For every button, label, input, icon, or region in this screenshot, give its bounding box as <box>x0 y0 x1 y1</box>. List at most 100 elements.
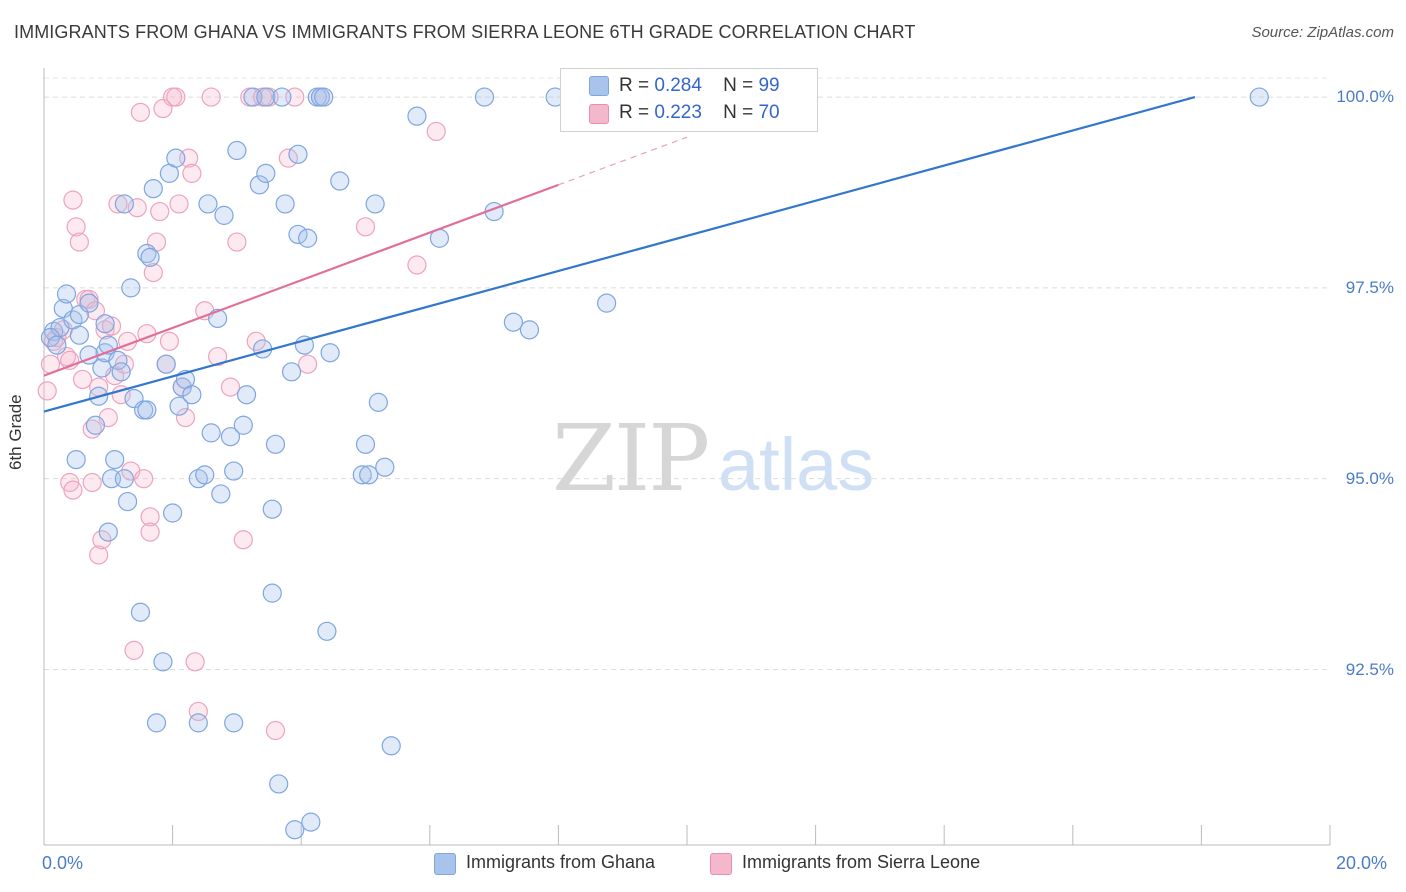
watermark-zip: ZIP <box>552 405 708 512</box>
ghana-point-32 <box>146 713 167 733</box>
legend-n-label: N = <box>723 102 754 123</box>
legend-r-value: 0.284 <box>654 75 702 96</box>
ghana-point-22 <box>114 194 134 214</box>
legend-n-label: N = <box>723 75 754 96</box>
sierra-leone-point-68 <box>407 255 427 275</box>
sierra-leone-point-57 <box>233 530 253 550</box>
ghana-point-61 <box>265 434 286 454</box>
ghana-point-44 <box>198 194 218 214</box>
ghana-point-92 <box>597 293 617 313</box>
chart-title: IMMIGRANTS FROM GHANA VS IMMIGRANTS FROM… <box>14 22 916 42</box>
ghana-point-37 <box>169 396 189 416</box>
sierra-leone-point-65 <box>298 354 318 374</box>
ghana-point-57 <box>256 163 276 183</box>
ghana-point-96 <box>153 652 173 672</box>
y-tick-label-97-5: 97.5% <box>1345 278 1394 297</box>
ghana-point-26 <box>130 602 151 622</box>
sierra-leone-point-19 <box>89 545 109 565</box>
ghana-point-71 <box>301 812 321 832</box>
ghana-point-36 <box>166 148 186 168</box>
ghana-point-88 <box>503 312 523 332</box>
ghana-point-98 <box>381 736 401 756</box>
sierra-leone-point-8 <box>63 480 83 500</box>
source-label: Source: ZipAtlas.com <box>1251 24 1394 41</box>
ghana-point-41 <box>188 713 208 733</box>
sierra-leone-point-55 <box>220 377 241 397</box>
sierra-leone-trend-extension <box>558 136 688 186</box>
sierra-leone-point-67 <box>355 217 376 237</box>
ghana-point-43 <box>195 465 215 485</box>
ghana-point-63 <box>272 87 292 107</box>
ghana-point-50 <box>224 461 244 481</box>
legend-row-ghana: R = 0.284 N = 99 <box>619 75 780 97</box>
sierra-leone-point-35 <box>140 507 160 527</box>
ghana-point-84 <box>407 106 427 126</box>
sierra-leone-point-45 <box>169 194 189 214</box>
ghana-point-19 <box>108 350 128 370</box>
ghana-point-48 <box>214 205 234 225</box>
sierra-leone-point-31 <box>127 198 147 218</box>
sierra-leone-trend-line <box>43 183 559 377</box>
sierra-leone-point-47 <box>175 408 196 428</box>
ghana-point-9 <box>79 293 99 313</box>
sierra-leone-point-39 <box>150 201 170 222</box>
sierra-leone-point-56 <box>227 232 247 252</box>
ghana-point-40 <box>182 385 202 405</box>
bottom-legend-label-sierra-leone: Immigrants from Sierra Leone <box>742 852 981 872</box>
sierra-leone-point-49 <box>182 163 202 183</box>
ghana-point-80 <box>359 465 379 485</box>
ghana-point-75 <box>317 621 337 641</box>
sierra-leone-point-50 <box>185 652 205 672</box>
sierra-leone-point-59 <box>246 331 266 351</box>
ghana-point-49 <box>220 427 241 447</box>
legend-n-value: 70 <box>758 102 780 123</box>
ghana-point-83 <box>375 457 395 477</box>
x-tick-label-min: 0.0% <box>42 853 84 873</box>
sierra-leone-point-0 <box>37 381 57 401</box>
sierra-leone-point-69 <box>426 121 446 142</box>
ghana-point-59 <box>262 499 282 519</box>
legend-swatch-ghana <box>589 76 609 96</box>
ghana-point-79 <box>355 434 376 454</box>
correlation-legend: R = 0.284 N = 99 R = 0.223 N = 70 <box>560 68 818 132</box>
y-tick-label-92-5: 92.5% <box>1345 660 1394 679</box>
ghana-point-10 <box>95 314 115 334</box>
ghana-point-65 <box>281 362 302 382</box>
sierra-leone-point-44 <box>166 87 186 107</box>
sierra-leone-point-30 <box>124 640 144 660</box>
ghana-trend-line <box>43 96 1196 413</box>
sierra-leone-point-51 <box>188 701 208 722</box>
sierra-leone-point-37 <box>143 263 163 283</box>
legend-row-sierra-leone: R = 0.223 N = 70 <box>619 102 780 124</box>
ghana-point-77 <box>330 171 350 191</box>
ghana-point-86 <box>474 87 495 107</box>
ghana-point-23 <box>117 491 138 512</box>
y-tick-label-100: 100.0% <box>1336 87 1394 106</box>
ghana-point-31 <box>143 179 163 199</box>
ghana-point-67 <box>288 144 308 164</box>
ghana-point-3 <box>56 284 77 304</box>
ghana-point-16 <box>98 522 118 542</box>
ghana-point-13 <box>92 358 112 378</box>
y-tick-label-95: 95.0% <box>1345 469 1394 488</box>
ghana-point-33 <box>156 354 176 374</box>
sierra-leone-point-36 <box>140 522 160 542</box>
ghana-point-47 <box>211 484 231 504</box>
sierra-leone-point-62 <box>265 720 286 741</box>
sierra-leone-point-10 <box>66 217 86 237</box>
sierra-leone-point-11 <box>69 232 89 252</box>
ghana-point-30 <box>140 247 160 267</box>
ghana-point-93 <box>1249 87 1269 107</box>
sierra-leone-point-53 <box>201 87 221 107</box>
ghana-point-78 <box>352 465 372 485</box>
ghana-point-76 <box>320 343 340 363</box>
ghana-point-70 <box>298 228 318 248</box>
ghana-point-7 <box>69 325 89 345</box>
legend-swatch-sierra-leone <box>589 104 609 124</box>
sierra-leone-point-32 <box>130 102 151 122</box>
ghana-point-53 <box>236 385 257 405</box>
ghana-point-21 <box>114 469 134 489</box>
legend-r-label: R = <box>619 75 650 96</box>
ghana-point-58 <box>256 87 276 107</box>
